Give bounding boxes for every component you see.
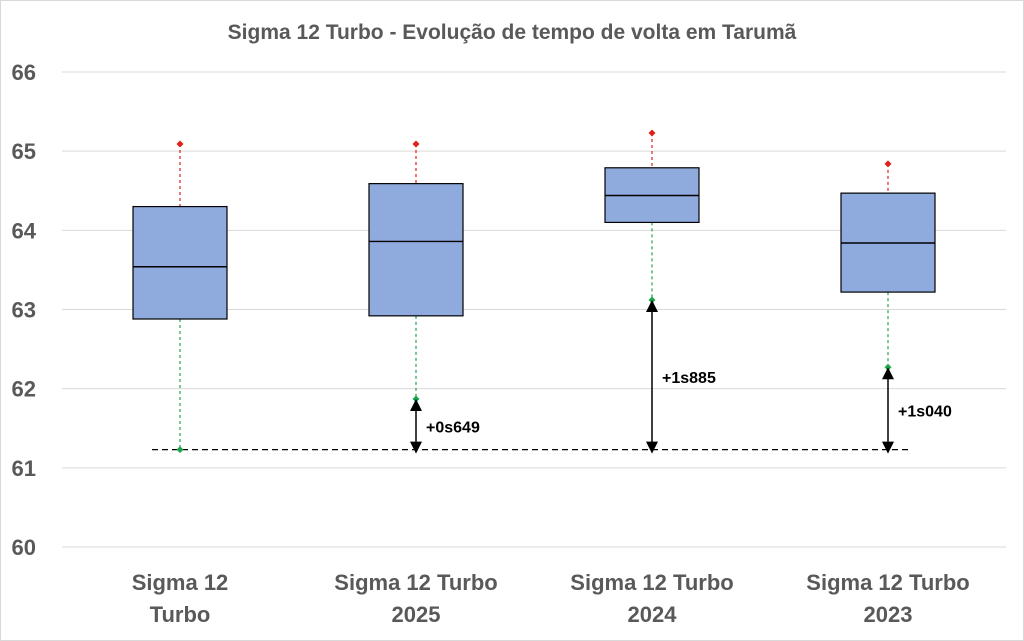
max-marker	[176, 140, 184, 148]
y-tick-label: 60	[12, 535, 36, 560]
x-tick-line: Sigma 12	[132, 570, 229, 595]
min-marker	[412, 395, 420, 403]
box-2	[368, 140, 464, 403]
x-tick-line: Sigma 12 Turbo	[570, 570, 733, 595]
difference-label: +0s649	[426, 419, 480, 436]
difference-label: +1s040	[898, 403, 952, 420]
box-body	[132, 205, 228, 320]
min-marker	[176, 446, 184, 454]
annotations-group: +0s649 +1s885 +1s040	[410, 300, 952, 454]
x-tick-line: 2024	[628, 602, 678, 627]
y-tick-label: 61	[12, 456, 36, 481]
x-tick-label: Sigma 12 Turbo 2023	[806, 570, 969, 627]
y-tick-label: 65	[12, 139, 36, 164]
max-marker	[648, 129, 656, 137]
max-marker	[412, 140, 420, 148]
y-tick-label: 66	[12, 60, 36, 85]
x-tick-line: 2025	[392, 602, 441, 627]
chart-title: Sigma 12 Turbo - Evolução de tempo de vo…	[228, 21, 797, 44]
difference-label: +1s885	[662, 370, 716, 387]
x-tick-line: Turbo	[150, 602, 211, 627]
min-marker	[884, 363, 892, 371]
x-tick-label: Sigma 12 Turbo 2025	[334, 570, 497, 627]
x-tick-label: Sigma 12 Turbo 2024	[570, 570, 733, 627]
y-tick-label: 62	[12, 377, 36, 402]
y-axis-ticks: 60 61 62 63 64 65 66	[12, 60, 37, 560]
x-tick-line: 2023	[864, 602, 913, 627]
box-body	[368, 183, 464, 317]
box-1	[132, 140, 228, 454]
box-3	[604, 129, 700, 304]
boxes-group	[132, 129, 936, 454]
x-tick-label: Sigma 12 Turbo	[132, 570, 229, 627]
x-tick-line: Sigma 12 Turbo	[806, 570, 969, 595]
min-marker	[648, 296, 656, 304]
y-tick-label: 64	[12, 218, 37, 243]
max-marker	[884, 160, 892, 168]
x-tick-line: Sigma 12 Turbo	[334, 570, 497, 595]
box-4	[840, 160, 936, 371]
y-tick-label: 63	[12, 298, 36, 323]
